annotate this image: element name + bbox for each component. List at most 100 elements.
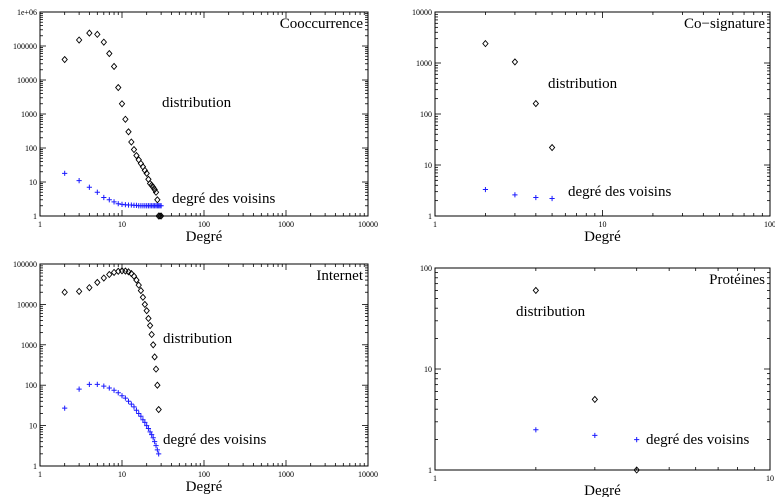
data-point — [106, 270, 113, 279]
panel-3: 1 10 100 1000 10000 1 10 100 1000 10000 100000 Degr… — [13, 260, 378, 495]
data-point — [149, 431, 155, 438]
data-point — [125, 128, 132, 136]
data-point — [136, 410, 142, 417]
annotation-neighbor-degree: degré des voisins — [568, 184, 671, 200]
y-tick-label: 100 — [420, 264, 432, 273]
x-tick-label: 100 — [198, 470, 210, 479]
data-point — [119, 393, 125, 399]
data-point — [128, 401, 134, 407]
y-tick-label: 100 — [420, 110, 432, 119]
data-point — [143, 169, 150, 178]
data-point — [140, 417, 146, 423]
data-point — [76, 177, 82, 184]
data-point — [634, 436, 640, 443]
data-point — [133, 276, 140, 284]
data-point — [591, 395, 599, 404]
data-point — [62, 405, 68, 411]
x-tick-label: 10000 — [358, 220, 378, 229]
x-tick-label: 1 — [433, 474, 437, 483]
x-tick-label: 1000 — [278, 220, 294, 229]
y-tick-label: 100 — [25, 381, 37, 390]
panel-title: Protéines — [709, 272, 765, 288]
data-point — [145, 314, 152, 323]
data-point — [106, 49, 113, 58]
data-point — [157, 212, 165, 220]
data-point — [147, 429, 153, 435]
annotation-distribution: distribution — [548, 76, 618, 92]
x-axis-label: Degré — [186, 229, 223, 245]
data-point — [133, 407, 140, 413]
x-tick-label: 1000 — [278, 470, 294, 479]
data-point — [533, 194, 539, 201]
data-point — [155, 405, 162, 414]
annotation-distribution: distribution — [516, 304, 586, 320]
x-tick-label: 10 — [599, 220, 607, 229]
data-point — [125, 268, 132, 276]
data-point — [115, 390, 121, 396]
panel-title: Co−signature — [684, 16, 765, 32]
data-point — [125, 398, 132, 404]
y-tick-label: 1e+06 — [17, 8, 37, 17]
data-point — [154, 381, 161, 389]
data-point — [131, 404, 137, 410]
y-tick-label: 10000 — [17, 76, 37, 85]
data-point — [122, 395, 128, 401]
data-point — [86, 184, 92, 190]
y-tick-label: 100 — [25, 144, 37, 153]
y-tick-label: 10000 — [17, 300, 37, 309]
data-point — [155, 212, 162, 220]
data-point — [143, 306, 150, 315]
y-tick-label: 10000 — [412, 8, 432, 17]
x-tick-label: 10 — [118, 220, 126, 229]
data-point — [106, 385, 112, 391]
y-tick-label: 1 — [33, 212, 37, 221]
data-point — [137, 286, 145, 295]
panel-4: 1 10 1 10 100 Degré Protéines distribution degré… — [420, 264, 774, 497]
data-point — [100, 38, 108, 46]
data-point — [122, 115, 129, 123]
x-tick-label: 1 — [38, 470, 42, 479]
panel-1: 1 10 100 1000 10000 1 10 100 1000 10000 100000 1e+0… — [13, 8, 378, 245]
panel-2: 1 10 100 1 10 100 1000 10000 Degré Co−signature di… — [412, 8, 775, 245]
data-point — [152, 439, 158, 445]
y-tick-label: 10 — [29, 178, 37, 187]
data-point — [111, 199, 117, 205]
data-point — [94, 30, 101, 39]
data-point — [115, 83, 122, 92]
y-tick-label: 1 — [33, 462, 37, 471]
data-point — [154, 196, 161, 204]
annotation-neighbor-degree: degré des voisins — [163, 432, 266, 448]
data-point — [153, 442, 159, 449]
data-point — [115, 201, 121, 207]
x-tick-label: 100 — [198, 220, 210, 229]
data-point — [482, 186, 489, 193]
x-tick-label: 10 — [766, 474, 774, 483]
data-point — [118, 100, 126, 108]
series-neighbor-degree — [533, 427, 640, 443]
data-point — [149, 341, 157, 349]
data-point — [139, 293, 147, 301]
series-distribution — [61, 29, 165, 220]
data-point — [482, 39, 489, 48]
y-tick-label: 10 — [29, 422, 37, 431]
data-point — [141, 300, 149, 309]
data-point — [158, 203, 164, 209]
annotation-neighbor-degree: degré des voisins — [172, 191, 275, 207]
data-point — [152, 365, 160, 373]
x-tick-label: 100 — [764, 220, 775, 229]
data-point — [94, 189, 100, 195]
data-point — [138, 413, 144, 419]
data-point — [549, 195, 555, 202]
data-point — [61, 288, 68, 296]
data-point — [633, 466, 640, 474]
data-point — [146, 321, 154, 330]
x-axis-label: Degré — [186, 479, 223, 495]
series-distribution — [532, 286, 640, 474]
data-point — [101, 383, 107, 389]
data-point — [75, 287, 83, 296]
data-point — [133, 151, 140, 160]
data-point — [128, 138, 135, 146]
data-point — [511, 58, 519, 66]
data-point — [142, 419, 148, 426]
